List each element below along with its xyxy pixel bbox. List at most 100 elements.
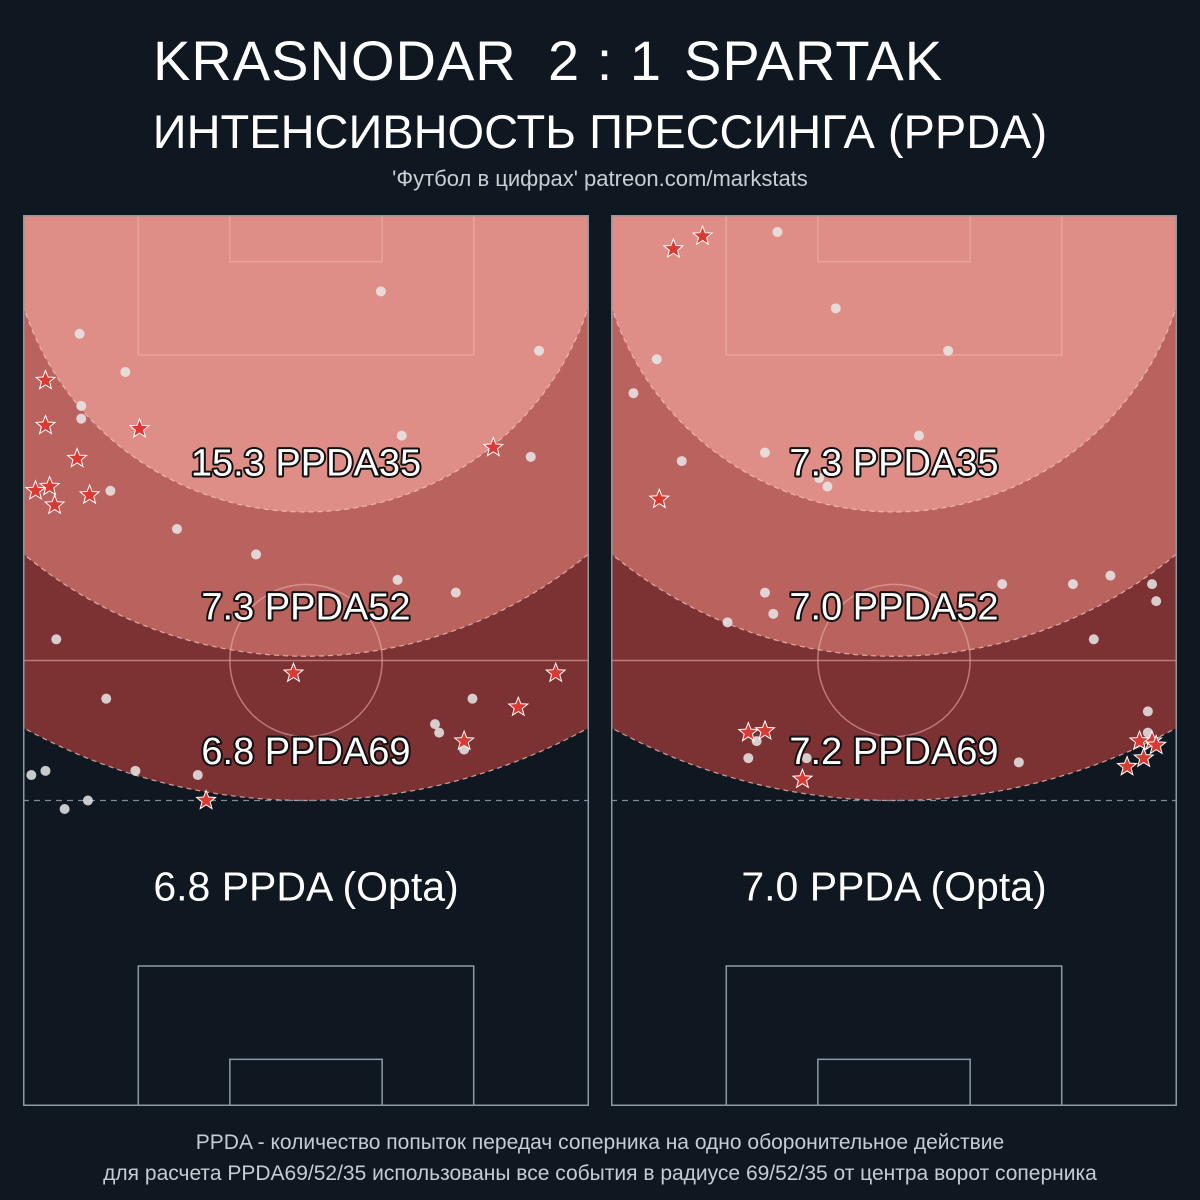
opta-ppda-label: 6.8 PPDA (Opta): [153, 863, 458, 909]
zone-35: [611, 215, 1177, 512]
defensive-action-star: [34, 369, 57, 390]
defensive-action-dot: [130, 765, 141, 776]
defensive-action-dot: [768, 608, 779, 619]
ppda52-label: 7.0 PPDA52: [789, 587, 998, 629]
match-score: 2 : 1: [548, 29, 662, 92]
defensive-action-star: [128, 417, 151, 439]
defensive-action-star: [24, 479, 47, 501]
defensive-action-dot: [82, 795, 93, 806]
defensive-action-dot: [74, 328, 85, 339]
defensive-action-star: [791, 767, 814, 789]
ppda69-label: 6.8 PPDA69: [201, 731, 410, 773]
ppda35-label: 7.3 PPDA35: [789, 442, 998, 484]
defensive-action-dot: [59, 804, 70, 814]
defensive-action-dot: [822, 481, 833, 492]
defensive-action-star: [754, 719, 776, 741]
footnote-method: для расчета PPDA69/52/35 использованы вс…: [103, 1162, 1097, 1185]
defensive-action-dot: [801, 753, 812, 764]
defensive-action-star: [34, 414, 57, 435]
defensive-action-dot: [830, 303, 841, 314]
top-penalty-box: [725, 215, 1063, 356]
defensive-action-dot: [1147, 579, 1158, 590]
defensive-action-star: [195, 789, 217, 810]
defensive-action-star: [282, 661, 305, 683]
defensive-action-dot: [743, 753, 754, 764]
defensive-action-dot: [759, 587, 770, 598]
defensive-action-star: [648, 487, 671, 509]
pitch-border: [23, 215, 589, 1106]
defensive-action-star: [507, 695, 530, 717]
defensive-action-dot: [467, 693, 478, 704]
defensive-action-dot: [396, 430, 407, 441]
defensive-action-dot: [997, 579, 1008, 590]
center-circle: [229, 583, 383, 738]
pitch-area: [23, 215, 589, 1106]
bottom-penalty-box: [137, 965, 475, 1106]
defensive-action-star: [691, 224, 714, 246]
defensive-action-star: [453, 729, 476, 751]
defensive-action-star: [1128, 729, 1151, 751]
top-six-yard-box: [817, 215, 971, 263]
bottom-penalty-box: [725, 965, 1063, 1106]
home-team-name: KRASNODAR: [153, 29, 517, 92]
ppda52-label: 7.3 PPDA52: [201, 587, 410, 629]
defensive-action-dot: [1013, 757, 1024, 768]
defensive-action-dot: [76, 400, 87, 411]
defensive-action-star: [482, 436, 505, 457]
pitch-svg: 15.3 PPDA35 7.3 PPDA52 6.8 PPDA69 6.8 PPDA …: [23, 215, 589, 1106]
pitch-area: [611, 215, 1177, 1106]
pitch-border: [611, 215, 1177, 1106]
footnote-definition: PPDA - количество попыток передач соперн…: [195, 1131, 1005, 1154]
top-penalty-box: [137, 215, 475, 356]
defensive-action-dot: [722, 617, 733, 628]
defensive-action-dot: [101, 693, 112, 704]
defensive-action-dot: [759, 447, 770, 458]
defensive-action-star: [43, 493, 66, 515]
defensive-action-dot: [534, 345, 545, 356]
defensive-action-dot: [772, 226, 783, 237]
match-title: KRASNODAR 2 : 1 SPARTAK: [0, 28, 1200, 98]
defensive-action-dot: [814, 473, 825, 484]
defensive-action-dot: [26, 770, 37, 781]
defensive-action-dot: [450, 587, 461, 598]
home-pressing-pitch: 15.3 PPDA35 7.3 PPDA52 6.8 PPDA69 6.8 PPDA …: [23, 215, 589, 1106]
defensive-action-star: [78, 483, 101, 505]
away-pressing-pitch: 7.3 PPDA35 7.0 PPDA52 7.2 PPDA69 7.0 PPDA (…: [611, 215, 1177, 1106]
source-credit: 'Футбол в цифрах' patreon.com/markstats: [392, 166, 808, 191]
defensive-action-dot: [375, 286, 386, 297]
zone-boundary: [611, 726, 1177, 801]
defensive-action-dot: [651, 354, 662, 365]
defensive-action-star: [662, 237, 685, 259]
ppda35-label: 15.3 PPDA35: [191, 442, 421, 484]
center-circle: [817, 583, 971, 738]
away-team-name: SPARTAK: [684, 29, 944, 92]
defensive-action-star: [1145, 734, 1168, 755]
defensive-action-star: [737, 721, 760, 742]
zone-boundary: [23, 726, 589, 801]
defensive-action-dot: [40, 765, 51, 776]
defensive-action-dot: [628, 388, 639, 399]
defensive-action-dot: [105, 485, 116, 496]
defensive-action-star: [1132, 746, 1155, 768]
defensive-action-dot: [192, 770, 203, 781]
defensive-action-dot: [1105, 570, 1116, 581]
defensive-action-dot: [943, 345, 954, 356]
defensive-action-dot: [525, 451, 536, 462]
chart-subtitle: ИНТЕНСИВНОСТЬ ПРЕССИНГА (PPDA): [152, 105, 1048, 158]
defensive-action-dot: [171, 523, 182, 534]
defensive-action-dot: [76, 413, 87, 424]
zone-35: [23, 215, 589, 512]
defensive-action-dot: [120, 366, 131, 377]
defensive-action-dot: [676, 456, 687, 467]
defensive-action-dot: [51, 634, 62, 645]
defensive-action-dot: [1088, 634, 1099, 645]
ppda69-label: 7.2 PPDA69: [789, 731, 998, 773]
defensive-action-star: [66, 447, 88, 468]
opta-ppda-label: 7.0 PPDA (Opta): [741, 863, 1046, 909]
defensive-action-dot: [430, 719, 441, 730]
defensive-action-dot: [1151, 596, 1162, 607]
defensive-action-dot: [913, 430, 924, 441]
defensive-action-star: [38, 475, 61, 496]
defensive-action-dot: [392, 574, 403, 585]
defensive-action-star: [544, 661, 567, 683]
